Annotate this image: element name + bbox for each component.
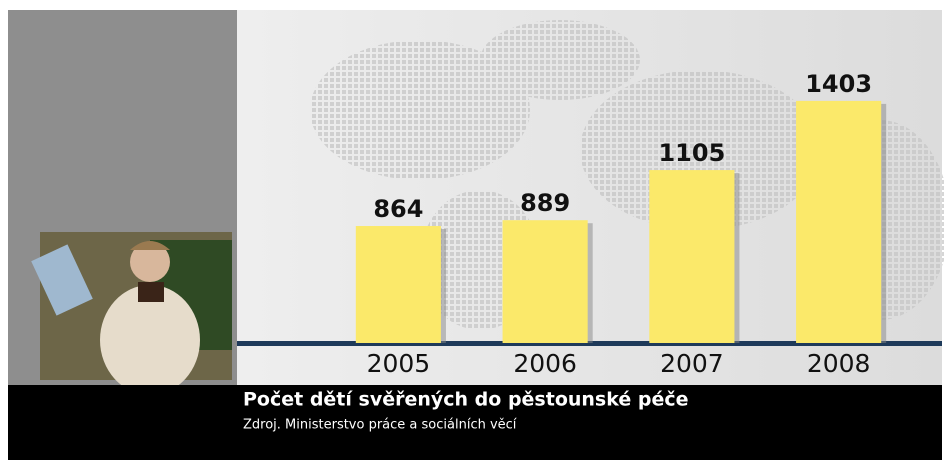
value-label: 1403 — [805, 70, 872, 98]
bar — [649, 170, 735, 343]
x-tick-label: 2006 — [513, 349, 577, 378]
value-label: 864 — [373, 195, 423, 223]
x-tick-label: 2008 — [807, 349, 871, 378]
bar — [502, 220, 588, 343]
x-tick-label: 2007 — [660, 349, 724, 378]
chart-title: Počet dětí svěřených do pěstounské péče — [243, 389, 689, 411]
value-label: 889 — [520, 189, 570, 217]
value-label: 1105 — [658, 139, 725, 167]
photo — [31, 232, 232, 395]
caption-bar — [8, 385, 942, 460]
baseline — [237, 341, 942, 346]
bar — [355, 226, 441, 343]
x-tick-label: 2005 — [367, 349, 431, 378]
bar — [796, 100, 882, 343]
source: Zdroj. Ministerstvo práce a sociálních v… — [243, 418, 517, 433]
